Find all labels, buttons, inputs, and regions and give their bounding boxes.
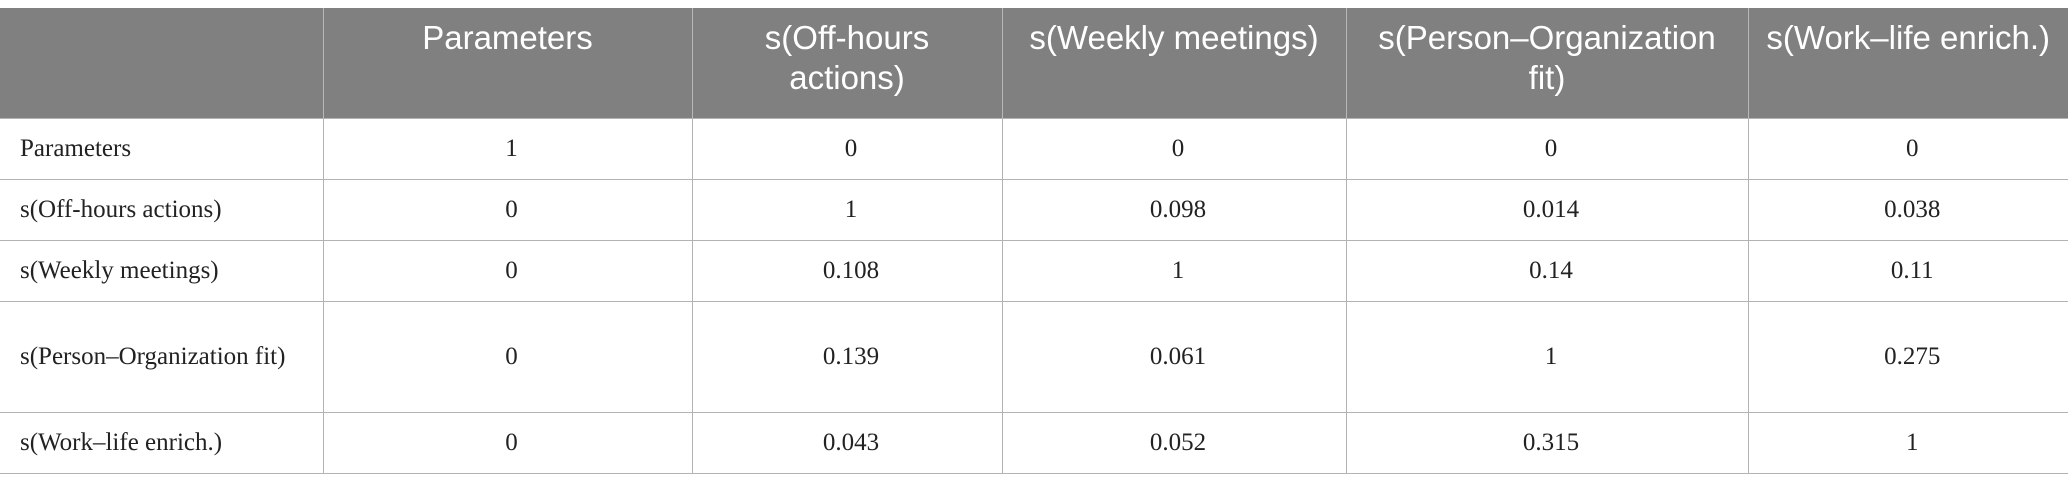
table-cell: 1 — [1345, 300, 1749, 413]
table-cell: 0 — [322, 411, 693, 474]
correlation-table-container: Parameters s(Off-hours actions) s(Weekly… — [0, 8, 2068, 474]
row-label: s(Work–life enrich.) — [0, 411, 324, 474]
table-cell: 0.275 — [1747, 300, 2068, 413]
table-cell: 0 — [691, 117, 1003, 180]
correlation-table: Parameters s(Off-hours actions) s(Weekly… — [0, 8, 2068, 474]
table-row: s(Weekly meetings) 0 0.108 1 0.14 0.11 — [0, 239, 2068, 302]
table-cell: 0 — [322, 239, 693, 302]
table-cell: 0.052 — [1001, 411, 1347, 474]
table-cell: 1 — [322, 117, 693, 180]
header-cell-work-life-enrich: s(Work–life enrich.) — [1747, 8, 2068, 118]
header-cell-parameters: Parameters — [322, 8, 693, 118]
table-cell: 0 — [322, 178, 693, 241]
table-cell: 0 — [322, 300, 693, 413]
table-row: s(Off-hours actions) 0 1 0.098 0.014 0.0… — [0, 178, 2068, 241]
table-cell: 1 — [1001, 239, 1347, 302]
header-cell-weekly-meetings: s(Weekly meetings) — [1001, 8, 1347, 118]
table-cell: 0.098 — [1001, 178, 1347, 241]
row-label: s(Person–Organization fit) — [0, 300, 324, 413]
table-cell: 1 — [691, 178, 1003, 241]
header-cell-off-hours-actions: s(Off-hours actions) — [691, 8, 1003, 118]
row-label: Parameters — [0, 117, 324, 180]
header-cell-person-organization-fit: s(Person–Organization fit) — [1345, 8, 1749, 118]
table-cell: 0.315 — [1345, 411, 1749, 474]
table-cell: 1 — [1747, 411, 2068, 474]
header-row: Parameters s(Off-hours actions) s(Weekly… — [0, 8, 2068, 118]
table-cell: 0.108 — [691, 239, 1003, 302]
row-label: s(Off-hours actions) — [0, 178, 324, 241]
row-label: s(Weekly meetings) — [0, 239, 324, 302]
table-cell: 0.043 — [691, 411, 1003, 474]
table-row: Parameters 1 0 0 0 0 — [0, 117, 2068, 180]
table-cell: 0.11 — [1747, 239, 2068, 302]
table-cell: 0 — [1747, 117, 2068, 180]
table-cell: 0.014 — [1345, 178, 1749, 241]
table-row: s(Person–Organization fit) 0 0.139 0.061… — [0, 300, 2068, 413]
table-row: s(Work–life enrich.) 0 0.043 0.052 0.315… — [0, 411, 2068, 474]
header-cell-corner — [0, 8, 324, 118]
table-cell: 0.061 — [1001, 300, 1347, 413]
table-cell: 0.139 — [691, 300, 1003, 413]
table-cell: 0.038 — [1747, 178, 2068, 241]
table-cell: 0.14 — [1345, 239, 1749, 302]
table-cell: 0 — [1345, 117, 1749, 180]
table-cell: 0 — [1001, 117, 1347, 180]
